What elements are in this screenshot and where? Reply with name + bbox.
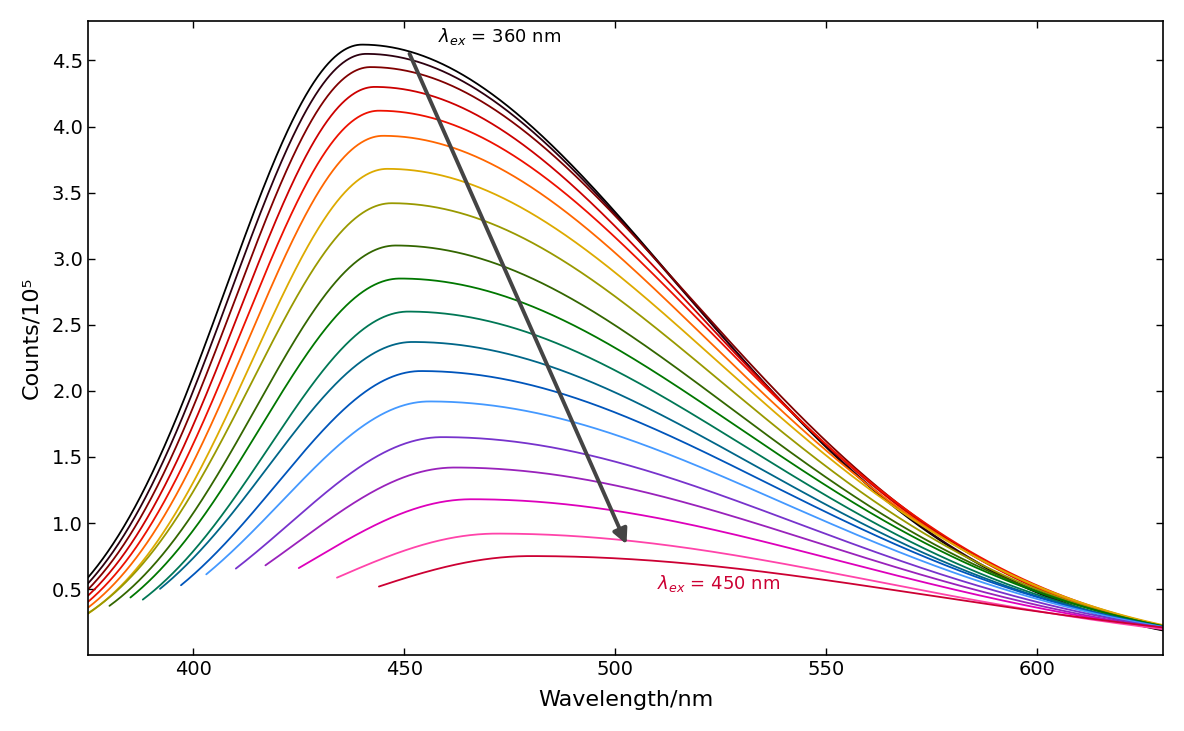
Text: $\lambda_{ex}$ = 360 nm: $\lambda_{ex}$ = 360 nm xyxy=(438,26,561,48)
Y-axis label: Counts/10⁵: Counts/10⁵ xyxy=(21,277,40,399)
Text: $\lambda_{ex}$ = 450 nm: $\lambda_{ex}$ = 450 nm xyxy=(657,573,780,594)
X-axis label: Wavelength/nm: Wavelength/nm xyxy=(538,690,713,711)
